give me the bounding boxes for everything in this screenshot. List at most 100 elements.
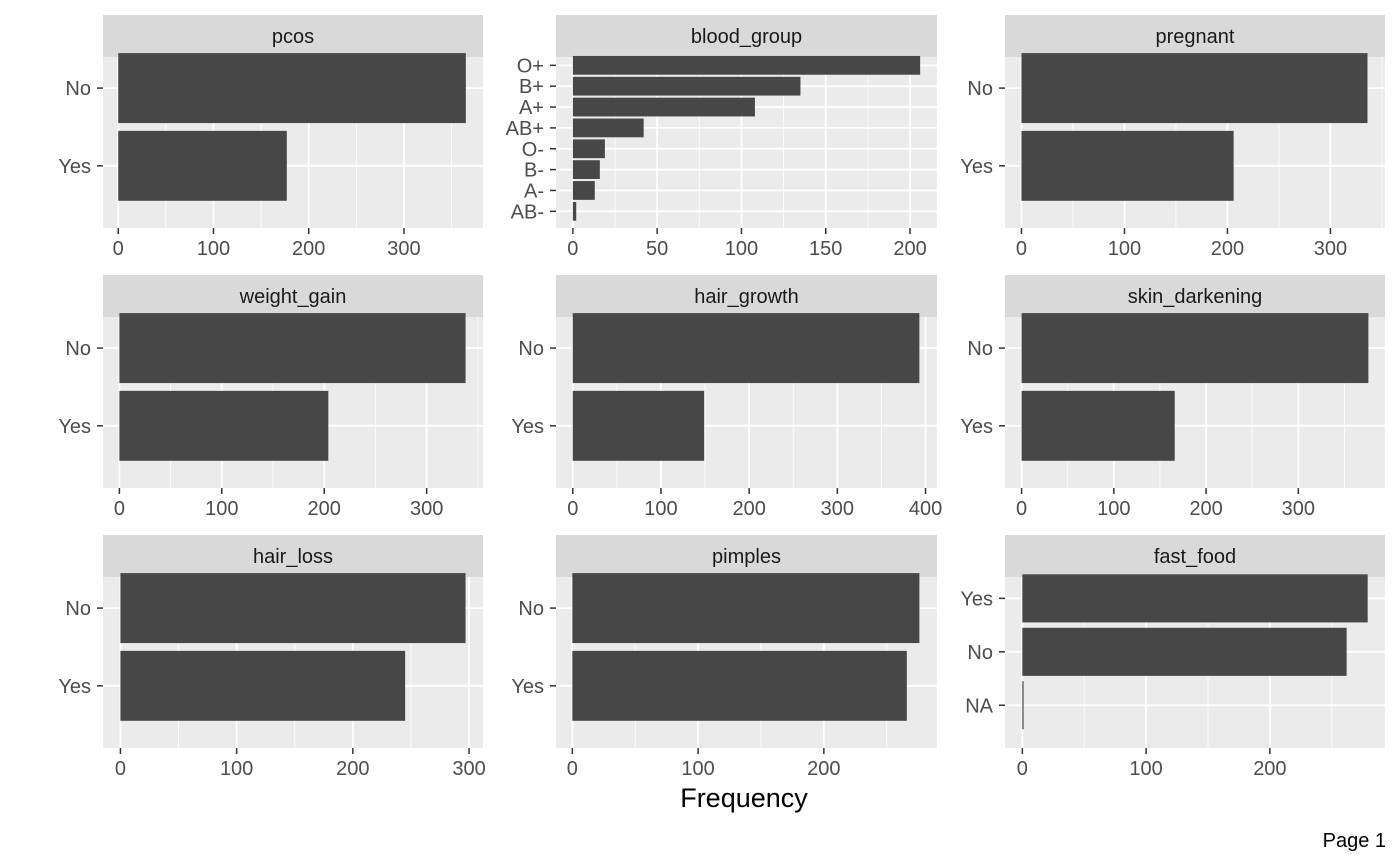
- bar-pimples-Yes: [572, 650, 907, 721]
- y-tick-label: AB+: [506, 118, 544, 140]
- y-tick-label: O+: [517, 55, 544, 77]
- x-tick-label: 100: [220, 758, 253, 780]
- x-tick-label: 0: [1017, 758, 1028, 780]
- bar-blood-group-Oneg: [572, 139, 605, 159]
- facet-blood-group: blood_group O+B+A+AB+O-B-A-AB- 0 50 100 150 20…: [506, 15, 937, 260]
- bar-blood-group-Apos: [572, 97, 755, 117]
- x-tick-label: 100: [681, 758, 714, 780]
- x-tick-label: 300: [1314, 238, 1347, 260]
- facet-fast-food: fast_food Yes No NA 0 100 200: [960, 535, 1385, 780]
- x-tick-label: 100: [1097, 498, 1130, 520]
- y-tick-label: Yes: [511, 416, 544, 438]
- x-tick-label: 200: [292, 238, 325, 260]
- x-tick-label: 0: [567, 498, 578, 520]
- facet-pimples: pimples No Yes 0 100 200: [511, 535, 937, 780]
- facet-title: pimples: [712, 546, 781, 568]
- x-tick-label: 200: [807, 758, 840, 780]
- bar-fast-food-No: [1022, 627, 1347, 676]
- x-tick-label: 400: [909, 498, 942, 520]
- y-tick-label: No: [518, 338, 544, 360]
- bar-pimples-No: [572, 573, 920, 644]
- y-tick-label: AB-: [511, 201, 544, 223]
- facet-skin-darkening: skin_darkening No Yes 0 100 200 300: [960, 275, 1385, 520]
- x-tick-label: 150: [809, 238, 842, 260]
- x-tick-label: 100: [1129, 758, 1162, 780]
- facet-strip: [103, 15, 483, 57]
- x-tick-label: 50: [646, 238, 668, 260]
- y-tick-label: O-: [522, 139, 544, 161]
- bar-blood-group-Aneg: [572, 181, 595, 200]
- facet-title: blood_group: [691, 26, 802, 48]
- x-tick-label: 100: [1108, 238, 1141, 260]
- facet-strip: [1005, 15, 1385, 57]
- facet-title: fast_food: [1154, 546, 1236, 568]
- y-tick-label: Yes: [58, 416, 91, 438]
- y-tick-label: No: [65, 598, 91, 620]
- facet-pcos: pcos No Yes 0 100 200 300: [58, 15, 483, 260]
- x-tick-label: 300: [452, 758, 485, 780]
- facet-strip: [1005, 535, 1385, 577]
- facet-strip: [556, 15, 937, 57]
- bar-blood-group-ABpos: [572, 118, 644, 138]
- y-tick-label: NA: [965, 695, 993, 717]
- x-tick-label: 300: [821, 498, 854, 520]
- y-tick-label: Yes: [960, 156, 993, 178]
- bar-weight-gain-Yes: [119, 390, 329, 461]
- bar-hair-loss-Yes: [120, 650, 406, 721]
- bar-hair-loss-No: [120, 573, 466, 644]
- facet-strip: [556, 275, 937, 317]
- x-tick-label: 0: [115, 758, 126, 780]
- x-tick-label: 100: [644, 498, 677, 520]
- y-tick-label: Yes: [58, 676, 91, 698]
- y-tick-label: Yes: [960, 588, 993, 610]
- y-tick-label: A+: [519, 97, 544, 119]
- x-tick-label: 0: [567, 238, 578, 260]
- y-tick-label: No: [967, 78, 993, 100]
- facet-strip: [103, 275, 483, 317]
- y-tick-label: No: [65, 338, 91, 360]
- y-tick-label: A-: [524, 180, 544, 202]
- facet-weight-gain: weight_gain No Yes 0 100 200 300: [58, 275, 483, 520]
- bar-blood-group-ABneg: [572, 201, 577, 221]
- page-label: Page 1: [1322, 830, 1386, 852]
- facet-strip: [1005, 275, 1385, 317]
- facet-title: pregnant: [1156, 26, 1235, 48]
- facet-hair-growth: hair_growth No Yes 0 100 200 300 400: [511, 275, 942, 520]
- x-tick-label: 200: [1253, 758, 1286, 780]
- bar-fast-food-Yes: [1022, 574, 1368, 623]
- x-tick-label: 200: [893, 238, 926, 260]
- facet-title: hair_growth: [694, 286, 799, 308]
- x-tick-label: 100: [197, 238, 230, 260]
- y-tick-label: Yes: [58, 156, 91, 178]
- facet-title: weight_gain: [239, 286, 347, 308]
- bar-pcos-Yes: [118, 130, 287, 201]
- x-tick-label: 300: [1282, 498, 1315, 520]
- x-tick-label: 0: [1016, 498, 1027, 520]
- x-tick-label: 0: [113, 238, 124, 260]
- bar-hair-growth-Yes: [572, 390, 705, 461]
- y-tick-label: No: [967, 642, 993, 664]
- bar-pcos-No: [118, 53, 466, 124]
- x-tick-label: 100: [205, 498, 238, 520]
- y-tick-label: B+: [519, 76, 544, 98]
- bar-skin-darkening-No: [1021, 313, 1369, 384]
- x-tick-label: 200: [1189, 498, 1222, 520]
- facet-strip: [556, 535, 937, 577]
- x-tick-label: 200: [336, 758, 369, 780]
- x-axis-label: Frequency: [680, 783, 808, 813]
- x-tick-label: 200: [732, 498, 765, 520]
- bar-hair-growth-No: [572, 313, 920, 384]
- bar-weight-gain-No: [119, 313, 466, 384]
- x-tick-label: 0: [567, 758, 578, 780]
- facet-title: hair_loss: [253, 546, 333, 568]
- bar-blood-group-Bpos: [572, 76, 801, 96]
- facet-title: skin_darkening: [1128, 286, 1263, 308]
- x-tick-label: 0: [114, 498, 125, 520]
- y-tick-label: No: [65, 78, 91, 100]
- y-tick-label: No: [967, 338, 993, 360]
- bar-skin-darkening-Yes: [1021, 390, 1175, 461]
- y-tick-label: Yes: [511, 676, 544, 698]
- x-tick-label: 100: [725, 238, 758, 260]
- facet-strip: [103, 535, 483, 577]
